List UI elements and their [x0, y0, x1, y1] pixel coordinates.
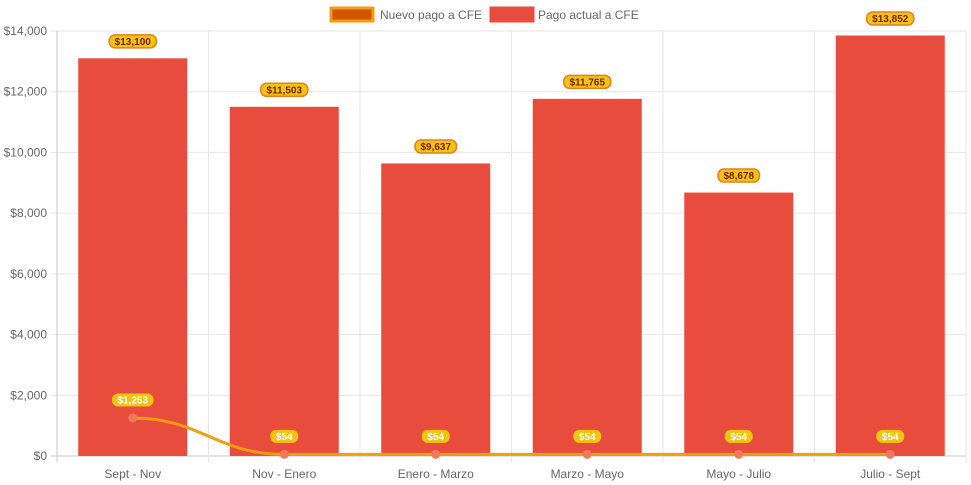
y-tick-label: $6,000: [10, 267, 47, 281]
bar-pago-actual[interactable]: [229, 106, 339, 456]
bar-pago-actual[interactable]: [381, 163, 491, 456]
bar-data-label-text: $11,765: [569, 77, 605, 88]
line-data-label: $54: [724, 429, 753, 443]
y-tick-label: $4,000: [10, 328, 47, 342]
line-point[interactable]: [279, 449, 289, 459]
bar-pago-actual[interactable]: [835, 35, 945, 456]
x-tick-label: Marzo - Mayo: [551, 467, 625, 481]
bar-data-label: $8,678: [717, 168, 761, 183]
line-data-label-text: $54: [882, 432, 899, 443]
line-data-label: $54: [876, 429, 905, 443]
bar-data-label-text: $9,637: [420, 142, 451, 153]
bar-data-label-text: $8,678: [723, 171, 754, 182]
bar-data-label-text: $13,100: [115, 37, 152, 48]
grid: [51, 30, 967, 462]
x-tick-label: Nov - Enero: [252, 467, 316, 481]
legend-swatch: [489, 6, 535, 23]
bar-data-label: $11,503: [259, 82, 309, 98]
line-data-label: $1,253: [111, 393, 154, 407]
bar-data-label-bg: [259, 82, 309, 98]
bar-pago-actual[interactable]: [684, 192, 794, 456]
bar-data-label: $11,765: [562, 74, 612, 90]
bar-data-label: $9,637: [414, 139, 458, 154]
line-data-label-bg: [876, 429, 905, 443]
line-data-label-bg: [111, 393, 154, 407]
bar-data-label-bg: [865, 11, 915, 26]
x-tick-label: Sept - Nov: [104, 467, 161, 481]
line-data-label-bg: [421, 429, 450, 443]
bar-data-label-text: $13,852: [872, 14, 909, 25]
line-data-label: $54: [421, 429, 450, 443]
line-data-label-bg: [270, 429, 299, 443]
bar-data-label-bg: [562, 74, 612, 90]
line-point[interactable]: [128, 413, 138, 423]
bar-data-label-text: $11,503: [266, 85, 302, 96]
line-data-label: $54: [573, 429, 602, 443]
bar-series: [78, 35, 945, 457]
y-tick-label: $12,000: [4, 85, 48, 99]
line-series: [128, 413, 895, 459]
y-axis: $0 $2,000 $4,000 $6,000 $8,000 $10,000 $12,000…: [4, 24, 48, 463]
bar-pago-actual[interactable]: [532, 98, 642, 457]
y-tick-label: $2,000: [10, 388, 47, 402]
legend[interactable]: Nuevo pago a CFE Pago actual a CFE: [329, 6, 639, 23]
bar-data-label-bg: [414, 139, 458, 154]
line-data-label-text: $54: [276, 432, 293, 443]
bar-data-label: $13,852: [865, 11, 915, 26]
legend-label: Pago actual a CFE: [538, 8, 639, 22]
line-data-label-bg: [573, 429, 602, 443]
line-nuevo-pago: [132, 416, 891, 456]
legend-item[interactable]: Pago actual a CFE: [489, 6, 639, 23]
line-data-label-text: $1,253: [117, 395, 148, 406]
line-point[interactable]: [734, 449, 744, 459]
bar-data-label-bg: [717, 168, 761, 183]
data-labels: $13,100 $11,503 $9,637 $11,765 $8,678 $13,852…: [108, 11, 915, 443]
line-data-label: $54: [270, 429, 299, 443]
line-point[interactable]: [582, 449, 592, 459]
bar-data-label: $13,100: [108, 34, 158, 49]
line-data-label-text: $54: [427, 432, 444, 443]
line-point[interactable]: [431, 449, 441, 459]
legend-item[interactable]: Nuevo pago a CFE: [329, 6, 482, 23]
y-tick-label: $0: [34, 449, 48, 463]
x-tick-label: Enero - Marzo: [398, 467, 474, 481]
x-tick-label: Mayo - Julio: [706, 467, 771, 481]
y-tick-label: $10,000: [4, 145, 48, 159]
bar-pago-actual[interactable]: [78, 58, 188, 456]
y-tick-label: $14,000: [4, 24, 48, 38]
line-data-label-bg: [724, 429, 753, 443]
bar-data-label-bg: [108, 34, 158, 49]
line-data-label-text: $54: [730, 432, 747, 443]
line-data-label-text: $54: [579, 432, 596, 443]
x-axis: Sept - Nov Nov - Enero Enero - Marzo Marzo …: [104, 467, 921, 481]
y-tick-label: $8,000: [10, 206, 47, 220]
legend-label: Nuevo pago a CFE: [380, 8, 482, 22]
x-tick-label: Julio - Sept: [860, 467, 921, 481]
line-point[interactable]: [885, 449, 895, 459]
legend-swatch: [329, 6, 375, 23]
